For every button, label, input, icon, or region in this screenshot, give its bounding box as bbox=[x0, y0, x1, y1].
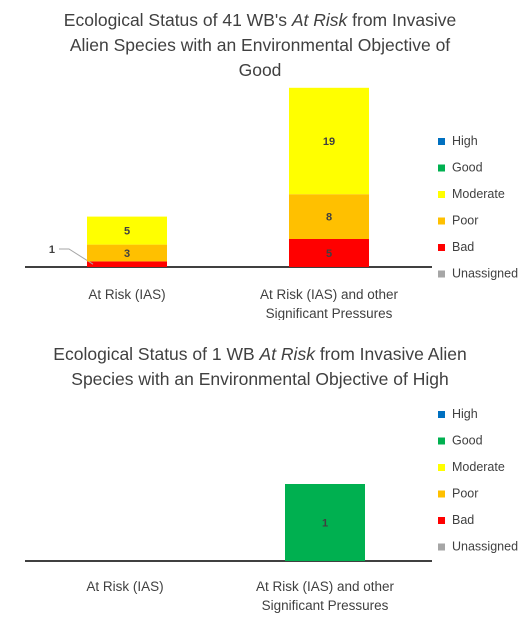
legend-label-good: Good bbox=[452, 161, 483, 175]
title-text: from Invasive Alien bbox=[314, 344, 467, 364]
legend-swatch-unassigned bbox=[438, 543, 445, 551]
title-text: Ecological Status of 41 WB's bbox=[63, 10, 292, 30]
legend-swatch-poor bbox=[438, 217, 445, 225]
legend-swatch-moderate bbox=[438, 464, 445, 471]
legend-label-high: High bbox=[452, 134, 478, 148]
bar-moderate bbox=[87, 216, 167, 245]
title-text: from Invasive bbox=[347, 10, 457, 30]
legend-label-high: High bbox=[452, 407, 478, 421]
legend-label-unassigned: Unassigned bbox=[452, 267, 518, 281]
legend-label-bad: Bad bbox=[452, 240, 474, 254]
legend-swatch-poor bbox=[438, 490, 445, 498]
data-label: 8 bbox=[326, 212, 332, 224]
title-text: Species with an Environmental Objective … bbox=[71, 369, 449, 389]
category-label: At Risk (IAS) bbox=[86, 579, 163, 594]
title-text: Good bbox=[238, 60, 282, 80]
title-line: Good bbox=[0, 58, 520, 83]
title-text: Alien Species with an Environmental Obje… bbox=[69, 35, 451, 55]
legend-label-bad: Bad bbox=[452, 513, 474, 527]
category-label: At Risk (IAS) bbox=[88, 287, 165, 302]
bar-good bbox=[285, 484, 365, 561]
title-line: Alien Species with an Environmental Obje… bbox=[0, 33, 520, 58]
data-label: 19 bbox=[323, 136, 335, 148]
category-label: Significant Pressures bbox=[262, 598, 389, 613]
legend-label-moderate: Moderate bbox=[452, 187, 505, 201]
chart-2: At Risk (IAS) 1 At Risk (IAS) and other Sig… bbox=[25, 407, 518, 613]
bar-bad bbox=[289, 239, 369, 267]
chart-2-title: Ecological Status of 1 WB At Risk from I… bbox=[0, 342, 520, 392]
bar-bad bbox=[87, 261, 167, 267]
category-label: At Risk (IAS) and other bbox=[256, 579, 395, 594]
legend-label-moderate: Moderate bbox=[452, 460, 505, 474]
title-text: At Risk bbox=[291, 10, 348, 30]
category-label: Significant Pressures bbox=[266, 306, 393, 320]
legend-swatch-high bbox=[438, 411, 445, 418]
legend-label-poor: Poor bbox=[452, 487, 478, 501]
bar-moderate bbox=[289, 87, 369, 195]
leader-line bbox=[59, 248, 94, 265]
data-label: 5 bbox=[326, 248, 332, 260]
chart-1: 1 3 5 At Risk (IAS) 5 8 19 At Risk (IAS) and ot… bbox=[25, 87, 518, 320]
legend-swatch-bad bbox=[438, 517, 445, 524]
data-label: 3 bbox=[124, 248, 130, 260]
title-text: Ecological Status of 1 WB bbox=[53, 344, 260, 364]
bar-poor bbox=[87, 244, 167, 262]
legend-label-unassigned: Unassigned bbox=[452, 540, 518, 554]
bar-poor bbox=[289, 194, 369, 239]
legend-swatch-good bbox=[438, 164, 445, 172]
title-line: Ecological Status of 41 WB's At Risk fro… bbox=[0, 8, 520, 33]
legend-swatch-moderate bbox=[438, 191, 445, 198]
legend-swatch-unassigned bbox=[438, 270, 445, 278]
legend-swatch-bad bbox=[438, 244, 445, 251]
data-label: 5 bbox=[124, 226, 130, 238]
legend-swatch-high bbox=[438, 138, 445, 145]
title-line: Ecological Status of 1 WB At Risk from I… bbox=[0, 342, 520, 367]
legend-swatch-good bbox=[438, 437, 445, 445]
title-text: At Risk bbox=[259, 344, 315, 364]
chart-1-title: Ecological Status of 41 WB's At Risk fro… bbox=[0, 8, 520, 83]
category-label: At Risk (IAS) and other bbox=[260, 287, 399, 302]
data-label: 1 bbox=[322, 518, 328, 530]
legend-label-good: Good bbox=[452, 434, 483, 448]
legend-label-poor: Poor bbox=[452, 214, 478, 228]
title-line: Species with an Environmental Objective … bbox=[0, 367, 520, 392]
data-label: 1 bbox=[49, 244, 55, 256]
